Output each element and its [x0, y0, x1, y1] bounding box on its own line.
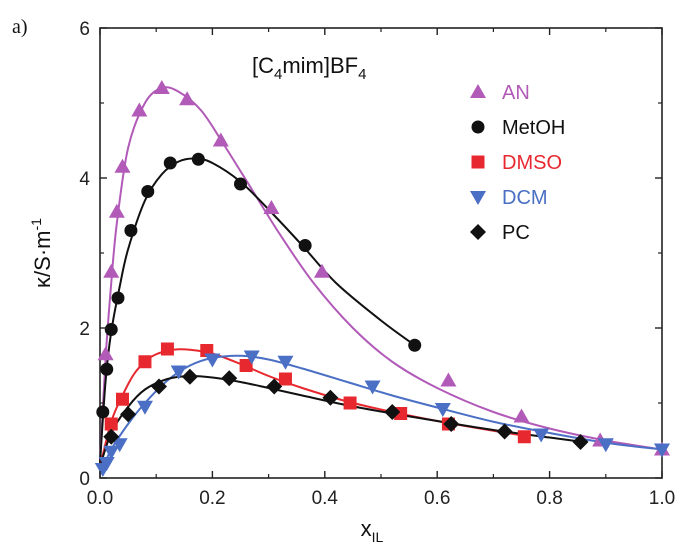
- data-point-dcm: [533, 428, 550, 443]
- fit-line-dmso: [99, 348, 528, 467]
- data-point-dcm: [204, 353, 221, 368]
- data-point-dmso: [104, 417, 118, 431]
- data-point-metoh: [234, 177, 247, 191]
- legend: AN MetOH DMSO DCM PC: [470, 82, 565, 244]
- data-point-dcm: [434, 403, 451, 417]
- data-point-pc: [221, 370, 238, 387]
- x-axis-title: xIL: [361, 516, 384, 545]
- data-point-metoh: [111, 291, 125, 305]
- data-point-dcm: [243, 350, 260, 365]
- data-point-dmso: [517, 430, 531, 444]
- y-tick-label: 0: [79, 469, 90, 490]
- data-point-pc: [151, 378, 168, 395]
- data-point-dcm: [103, 445, 120, 460]
- data-point-dcm: [654, 443, 670, 458]
- data-point-an: [313, 263, 330, 278]
- x-tick-label: 0.6: [424, 488, 450, 509]
- data-point-metoh: [408, 338, 422, 352]
- data-point-dmso: [115, 392, 129, 406]
- legend-marker-dcm: [470, 191, 486, 205]
- legend-label-metoh: MetOH: [502, 117, 565, 139]
- data-point-metoh: [298, 239, 312, 252]
- data-point-metoh: [163, 156, 177, 170]
- chart-title: [C4mim]BF4: [252, 53, 366, 83]
- legend-marker-pc: [470, 224, 486, 240]
- data-point-pc: [496, 423, 513, 440]
- data-point-dcm: [364, 380, 381, 395]
- data-point-metoh: [191, 152, 205, 166]
- x-tick-label: 0.4: [312, 488, 339, 509]
- x-tick-label: 0.0: [87, 488, 113, 509]
- x-tick-label: 0.2: [199, 488, 225, 509]
- data-point-dcm: [170, 365, 187, 380]
- data-point-dmso: [160, 342, 174, 356]
- markers: [94, 80, 670, 477]
- data-point-an: [103, 263, 120, 278]
- x-tick-label: 0.8: [536, 488, 562, 509]
- legend-label-dmso: DMSO: [502, 152, 562, 174]
- data-point-pc: [103, 428, 120, 445]
- y-tick-label: 2: [79, 319, 90, 340]
- data-point-dmso: [343, 396, 357, 410]
- data-point-an: [212, 132, 229, 147]
- fit-line-metoh: [99, 157, 416, 464]
- data-point-an: [263, 200, 280, 214]
- data-point-dmso: [138, 355, 152, 369]
- legend-marker-dmso: [471, 155, 485, 169]
- data-point-an: [114, 158, 131, 173]
- data-point-pc: [181, 368, 198, 385]
- data-point-dcm: [111, 438, 128, 453]
- data-point-pc: [572, 434, 589, 450]
- fit-line-an: [99, 86, 663, 464]
- y-axis-title: κ/S·m-1: [28, 218, 55, 288]
- data-point-an: [97, 346, 114, 361]
- data-point-dcm: [136, 400, 153, 415]
- data-point-an: [513, 408, 530, 423]
- data-point-pc: [266, 378, 283, 395]
- fit-line-dcm: [99, 354, 663, 475]
- y-tick-label: 6: [79, 19, 90, 40]
- data-point-an: [131, 102, 148, 117]
- data-point-metoh: [124, 224, 138, 237]
- legend-label-an: AN: [502, 82, 530, 104]
- legend-marker-metoh: [471, 120, 485, 134]
- data-point-dmso: [278, 372, 292, 386]
- data-point-pc: [384, 404, 401, 420]
- legend-label-pc: PC: [502, 222, 530, 244]
- data-point-dcm: [597, 438, 614, 453]
- data-point-an: [440, 372, 457, 387]
- data-point-metoh: [100, 362, 114, 376]
- x-tick-label: 1.0: [649, 488, 675, 509]
- fit-lines: [99, 86, 663, 475]
- data-point-metoh: [96, 405, 110, 419]
- data-point-pc: [322, 389, 339, 406]
- data-point-pc: [443, 416, 460, 432]
- legend-marker-an: [470, 84, 486, 98]
- legend-label-dcm: DCM: [502, 187, 548, 209]
- data-point-an: [108, 203, 125, 218]
- data-point-dcm: [277, 355, 294, 370]
- data-point-an: [153, 80, 170, 94]
- data-point-an: [179, 91, 196, 106]
- y-tick-label: 4: [79, 169, 90, 190]
- data-point-metoh: [141, 185, 155, 198]
- ticks: 0.0 0.2 0.4 0.6 0.8 1.0 0 2 4 6: [79, 19, 675, 509]
- panel-label: a): [12, 16, 28, 38]
- fit-line-pc: [99, 374, 584, 468]
- data-point-metoh: [104, 323, 118, 336]
- data-point-dcm: [98, 457, 115, 471]
- data-point-dmso: [239, 359, 253, 372]
- data-point-pc: [120, 406, 137, 423]
